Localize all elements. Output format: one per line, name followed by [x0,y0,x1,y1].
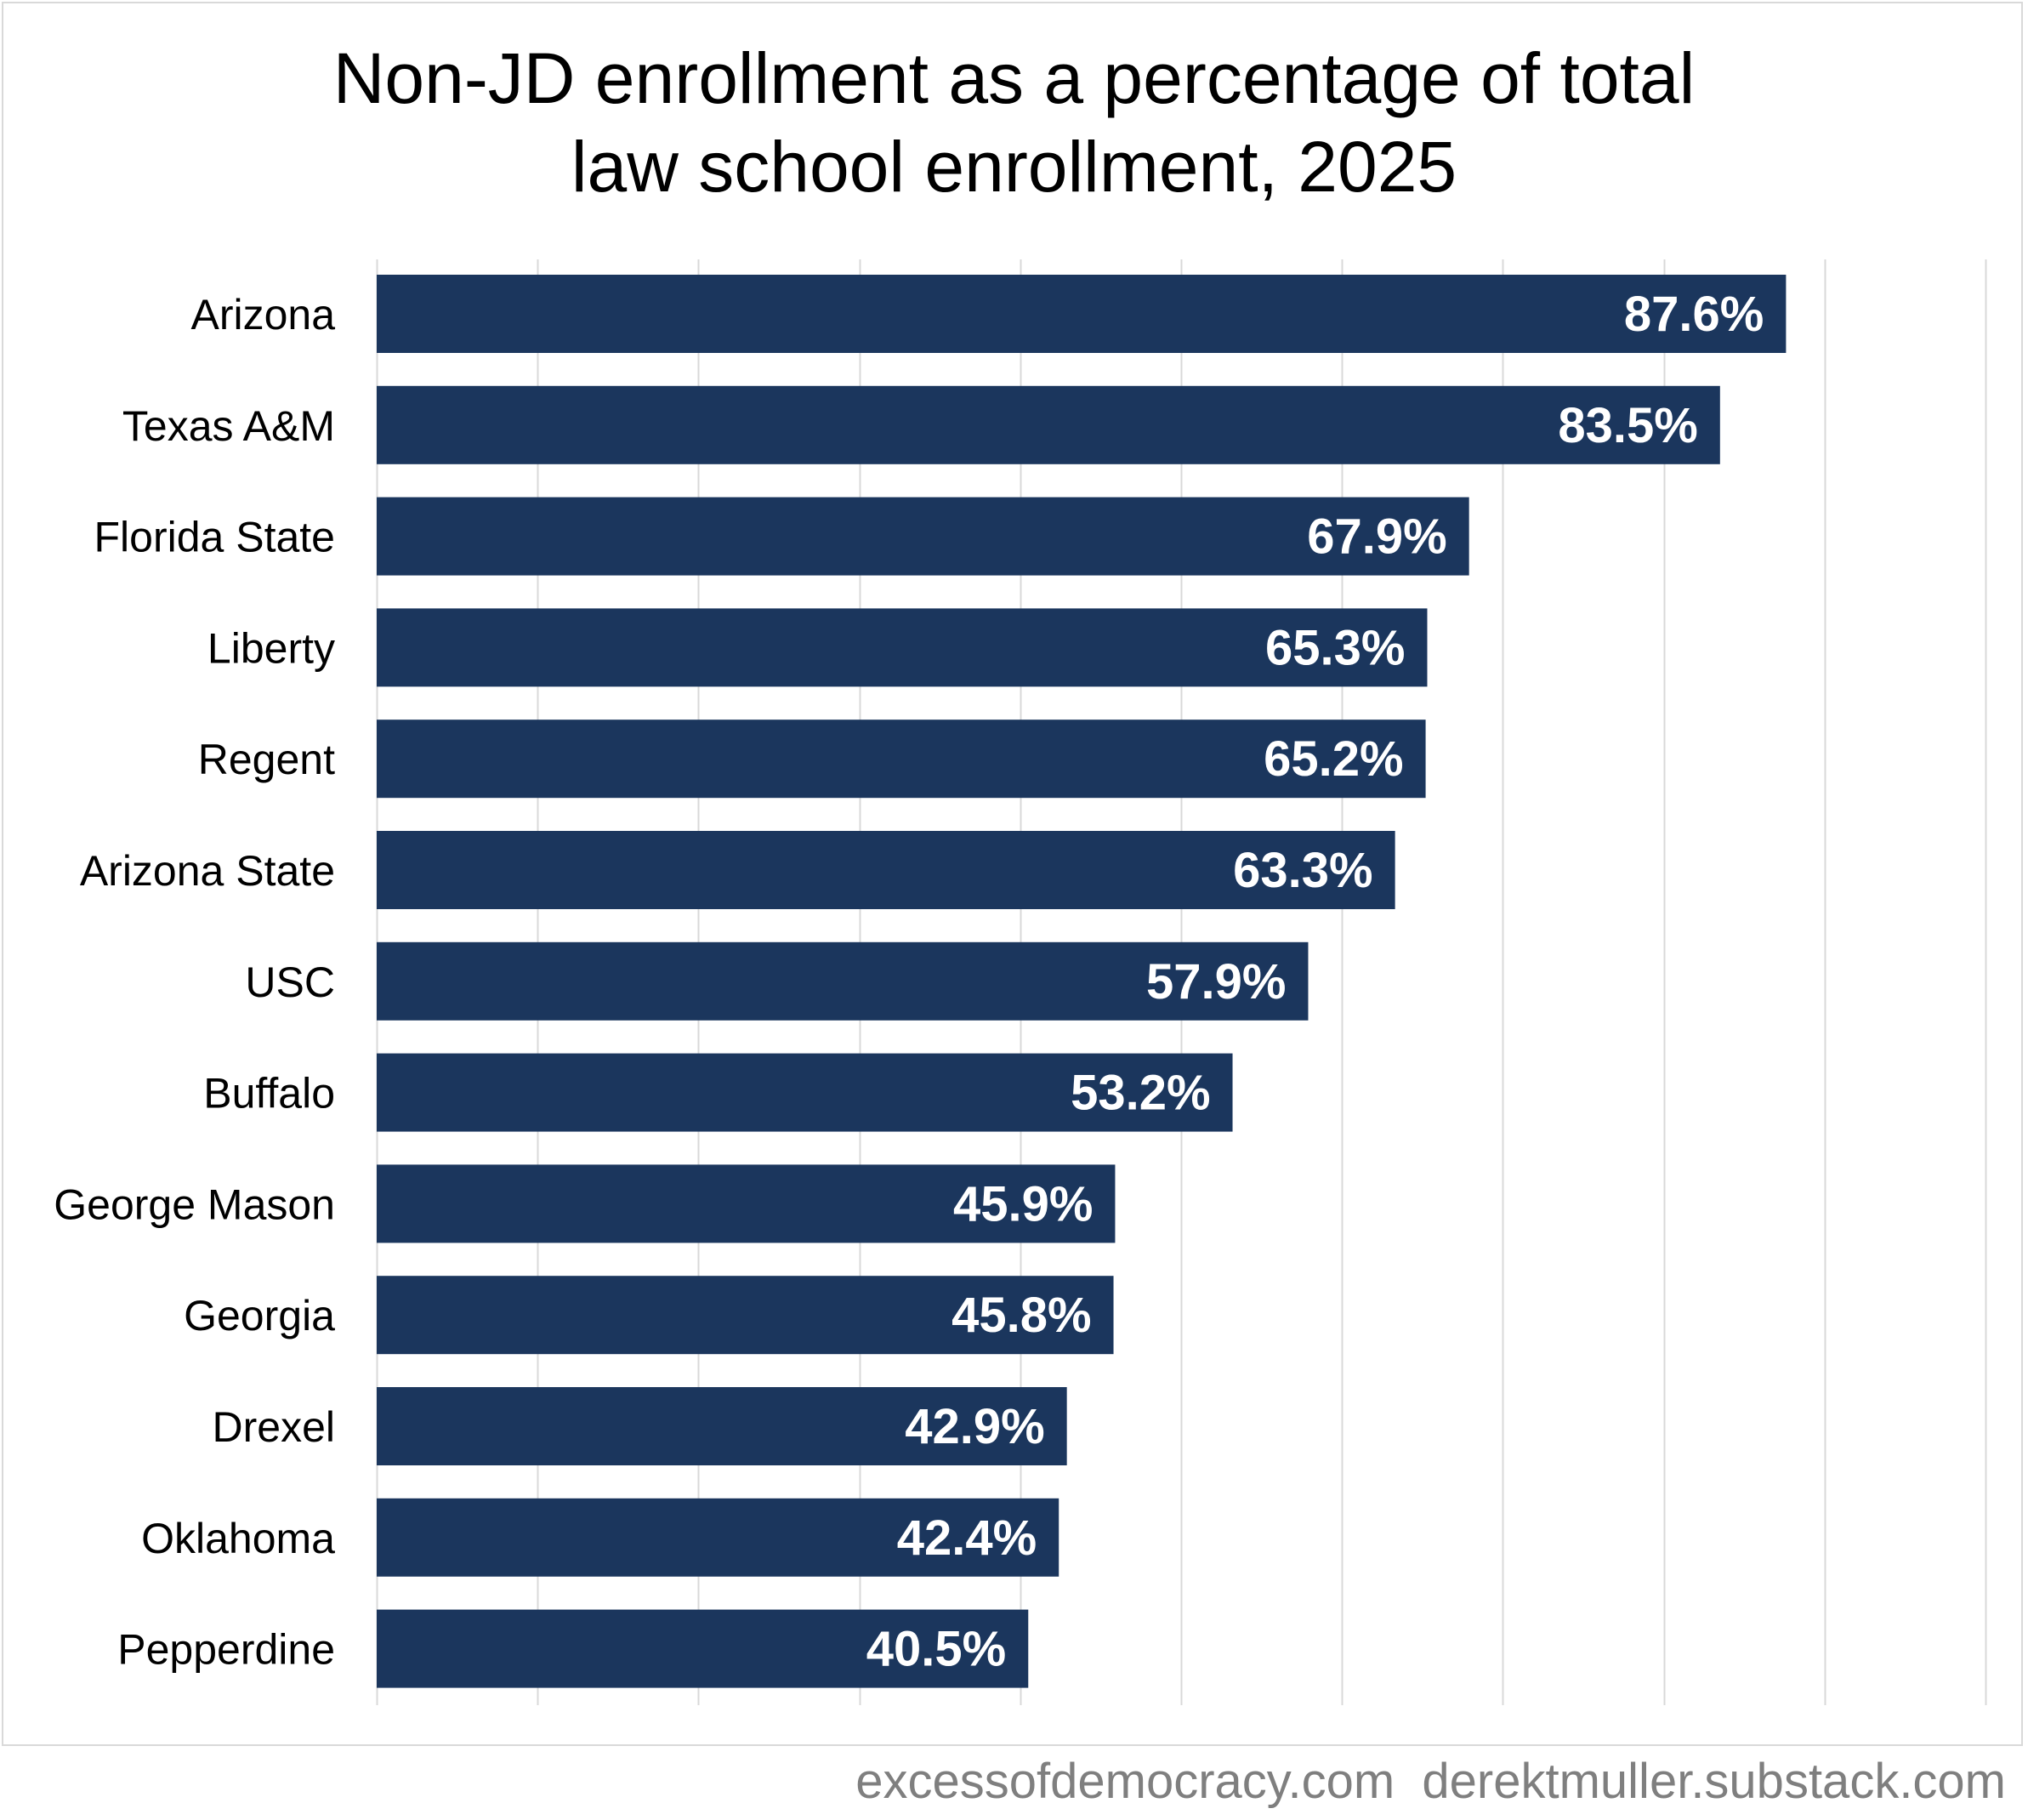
data-label: 42.9% [905,1399,1044,1454]
category-label: George Mason [54,1180,335,1228]
bar [377,941,1309,1021]
bar [377,497,1469,576]
chart-title-line-2: law school enrollment, 2025 [571,127,1457,207]
bar [377,275,1787,353]
bars: 87.6% Arizona 83.5% Texas A&M 67.9% Florida S… [54,275,1787,1688]
chart-title: Non-JD enrollment as a percentage of tot… [0,34,2028,211]
category-label: Buffalo [203,1070,335,1118]
bar [377,608,1428,687]
bar [377,831,1395,909]
data-label: 63.3% [1233,843,1372,898]
category-label: Georgia [184,1292,335,1339]
data-label: 45.8% [952,1288,1091,1343]
data-label: 40.5% [866,1622,1006,1677]
category-label: Oklahoma [141,1515,335,1562]
bar [377,1053,1233,1132]
footer-credits: excessofdemocracy.com derektmuller.subst… [855,1754,2006,1809]
chart-title-line-1: Non-JD enrollment as a percentage of tot… [332,38,1696,118]
data-label: 57.9% [1146,954,1286,1010]
category-label: Arizona [190,291,335,338]
data-label: 53.2% [1071,1066,1210,1121]
bar [377,719,1426,799]
bar [377,1164,1116,1243]
bar [377,1498,1059,1577]
category-label: Pepperdine [117,1626,335,1674]
data-label: 67.9% [1307,509,1446,565]
category-label: Arizona State [80,847,335,895]
bar [377,1387,1067,1465]
data-label: 45.9% [953,1176,1093,1231]
bar [377,385,1720,464]
data-label: 87.6% [1624,287,1764,342]
data-label: 42.4% [897,1510,1037,1566]
data-label: 83.5% [1558,398,1697,453]
category-label: Texas A&M [122,402,335,450]
category-label: Drexel [213,1403,335,1451]
category-label: Regent [198,736,335,783]
category-label: USC [245,958,335,1006]
bar [377,1276,1114,1355]
data-label: 65.2% [1264,731,1403,787]
category-label: Florida State [94,514,335,561]
data-label: 65.3% [1265,620,1405,675]
category-label: Liberty [207,624,335,672]
bar [377,1609,1029,1688]
